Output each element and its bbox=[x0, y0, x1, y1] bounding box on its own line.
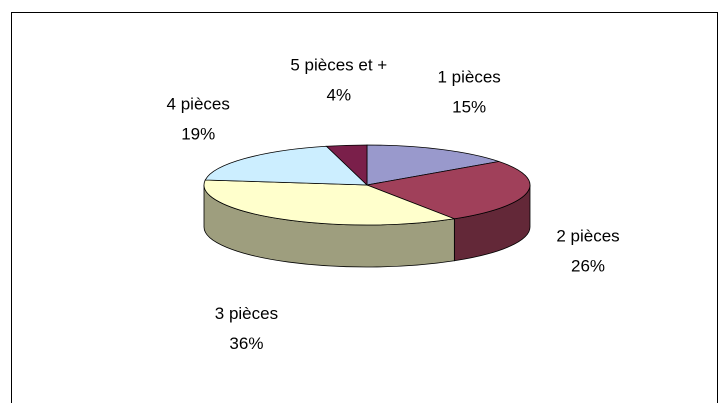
slice-value-label: 19% bbox=[181, 124, 215, 143]
slice-label: 3 pièces bbox=[215, 304, 278, 323]
slice-label: 2 pièces bbox=[556, 227, 619, 246]
slice-label: 5 pièces et + bbox=[290, 55, 387, 74]
pie-slice bbox=[204, 145, 369, 186]
slice-value-label: 15% bbox=[452, 97, 486, 116]
slice-value-label: 36% bbox=[229, 334, 263, 353]
slice-value-label: 4% bbox=[327, 85, 352, 104]
slice-label: 1 pièces bbox=[437, 67, 500, 86]
slice-label: 4 pièces bbox=[167, 94, 230, 113]
pie-slice bbox=[366, 144, 499, 186]
pie-slice bbox=[325, 144, 368, 186]
pie-slice bbox=[203, 179, 456, 226]
pie-slice bbox=[365, 161, 531, 220]
slice-value-label: 26% bbox=[571, 257, 605, 276]
